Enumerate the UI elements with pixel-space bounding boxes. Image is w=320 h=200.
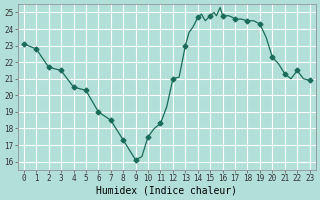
X-axis label: Humidex (Indice chaleur): Humidex (Indice chaleur): [96, 186, 237, 196]
